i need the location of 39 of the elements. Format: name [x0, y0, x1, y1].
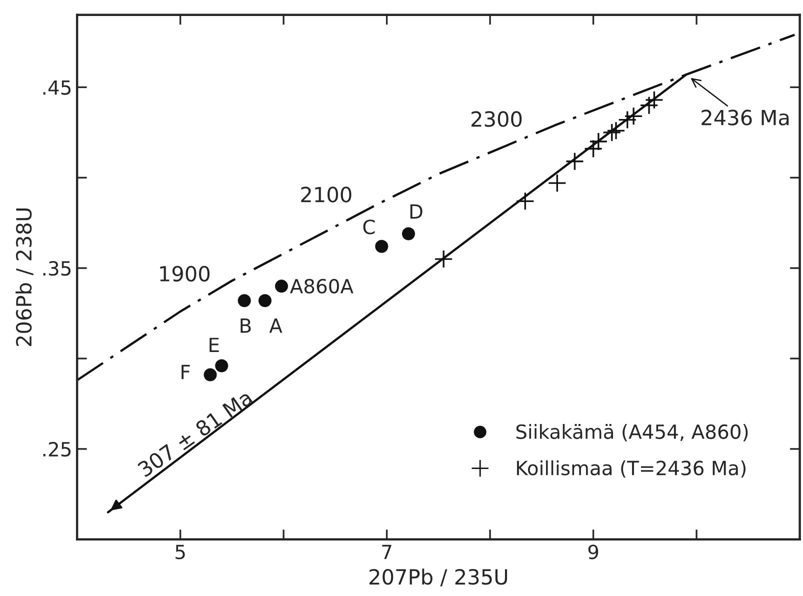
annotation: E — [210, 338, 219, 352]
point — [565, 152, 584, 171]
x-tick-label: 7 — [382, 544, 392, 560]
point — [606, 121, 626, 140]
y-axis-title: 206Pb / 238U — [16, 208, 34, 346]
legend-label: Koillismaa (T=2436 Ma) — [517, 460, 746, 478]
point — [548, 174, 567, 192]
point — [624, 106, 643, 126]
annotation: 1900 — [160, 266, 210, 282]
annotation: F — [182, 364, 190, 380]
x-tick-label: 9 — [588, 544, 598, 560]
x-tick-label: 5 — [176, 544, 185, 560]
point — [402, 227, 415, 240]
annotation: 307 ± 81 Ma — [136, 390, 254, 478]
annotation: A — [269, 318, 282, 333]
annotation: B — [240, 318, 251, 333]
point — [258, 294, 272, 308]
point — [238, 294, 251, 308]
point — [215, 359, 228, 372]
point — [640, 96, 658, 115]
point — [434, 250, 453, 268]
y-tick-label: .45 — [43, 80, 71, 95]
point — [644, 90, 664, 110]
annotation: 2300 — [472, 111, 522, 127]
x-axis-title: 207Pb / 235U — [370, 568, 508, 586]
point — [602, 123, 622, 142]
y-tick-label: .25 — [43, 442, 71, 457]
point — [204, 368, 217, 382]
point — [516, 192, 535, 211]
annotation: C — [363, 220, 375, 234]
annotation: D — [410, 204, 422, 219]
annotation: A860A — [290, 278, 354, 294]
y-tick-label: .35 — [43, 261, 71, 276]
point — [618, 110, 637, 130]
annotation: 2436 Ma — [702, 110, 789, 126]
legend-label: Siikakämä (A454, A860) — [516, 424, 748, 442]
annotation: 2100 — [301, 186, 352, 202]
point — [275, 280, 288, 293]
point — [375, 240, 388, 253]
